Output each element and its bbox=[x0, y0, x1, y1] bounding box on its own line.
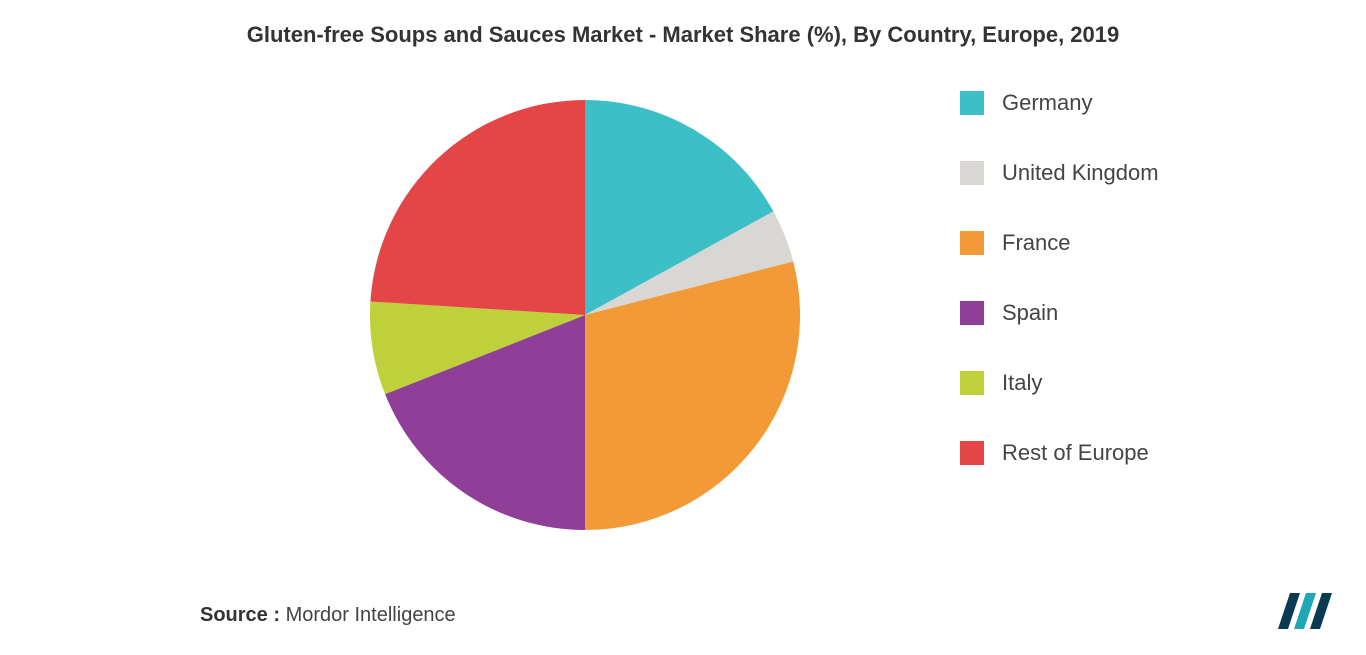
mordor-logo bbox=[1274, 589, 1338, 633]
source-attribution: Source : Mordor Intelligence bbox=[200, 604, 456, 627]
pie-slice-rest-of-europe bbox=[370, 100, 585, 315]
pie-chart bbox=[370, 100, 800, 530]
source-label: Source : bbox=[200, 604, 280, 626]
legend-swatch bbox=[960, 231, 984, 255]
legend-item-spain: Spain bbox=[960, 300, 1159, 326]
legend-item-rest-of-europe: Rest of Europe bbox=[960, 440, 1159, 466]
legend-item-germany: Germany bbox=[960, 90, 1159, 116]
chart-title: Gluten-free Soups and Sauces Market - Ma… bbox=[0, 0, 1366, 48]
legend-swatch bbox=[960, 441, 984, 465]
chart-container: Gluten-free Soups and Sauces Market - Ma… bbox=[0, 0, 1366, 655]
legend-swatch bbox=[960, 371, 984, 395]
legend-swatch bbox=[960, 91, 984, 115]
legend-label: United Kingdom bbox=[1002, 160, 1159, 186]
legend-item-united-kingdom: United Kingdom bbox=[960, 160, 1159, 186]
chart-area: Germany United Kingdom France Spain Italy Res… bbox=[0, 80, 1366, 580]
source-value: Mordor Intelligence bbox=[286, 604, 456, 626]
legend-label: Italy bbox=[1002, 370, 1042, 396]
legend-swatch bbox=[960, 161, 984, 185]
legend: Germany United Kingdom France Spain Italy Res… bbox=[960, 90, 1159, 466]
legend-item-france: France bbox=[960, 230, 1159, 256]
legend-item-italy: Italy bbox=[960, 370, 1159, 396]
legend-label: Rest of Europe bbox=[1002, 440, 1149, 466]
legend-label: Germany bbox=[1002, 90, 1092, 116]
legend-label: France bbox=[1002, 230, 1070, 256]
legend-label: Spain bbox=[1002, 300, 1058, 326]
legend-swatch bbox=[960, 301, 984, 325]
